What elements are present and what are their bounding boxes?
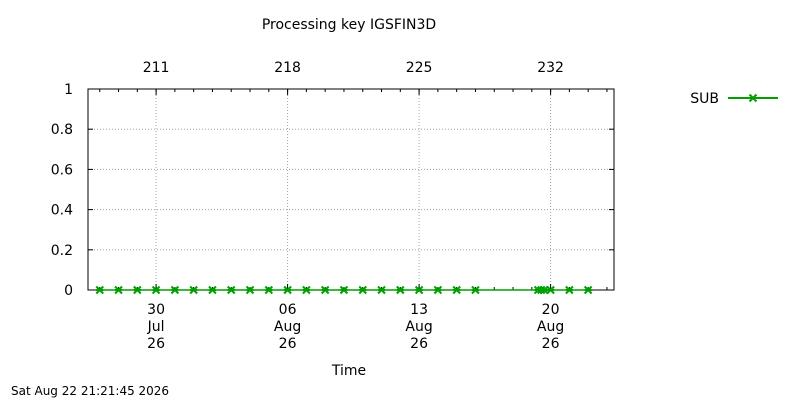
- data-point-marker: [452, 285, 461, 295]
- data-point-marker: [320, 285, 330, 295]
- x-tick-label-day: 06: [279, 302, 297, 318]
- y-tick-label: 0.6: [51, 162, 73, 178]
- axis-tick-labels: 00.20.40.60.8130Jul2606Aug2613Aug2620Aug…: [51, 60, 565, 352]
- x-tick-label-month: Aug: [537, 319, 564, 335]
- x-tick-label-year: 26: [542, 336, 560, 352]
- x2-tick-label: 218: [274, 60, 301, 76]
- y-tick-label: 0: [64, 283, 73, 299]
- footer-timestamp: Sat Aug 22 21:21:45 2026: [11, 384, 169, 398]
- x-tick-label-day: 20: [542, 302, 560, 318]
- data-point-marker: [170, 285, 180, 295]
- y-tick-label: 0.4: [51, 203, 73, 219]
- data-point-marker: [414, 285, 424, 295]
- data-point-marker: [264, 285, 274, 295]
- x2-tick-label: 232: [537, 60, 564, 76]
- data-point-marker: [396, 285, 405, 295]
- x-tick-label-year: 26: [279, 336, 297, 352]
- x-tick-label-month: Aug: [274, 319, 301, 335]
- axis-ticks: [88, 88, 614, 291]
- grid: [88, 89, 614, 290]
- data-point-marker: [339, 285, 349, 295]
- chart-title: Processing key IGSFIN3D: [262, 17, 436, 33]
- data-point-marker: [189, 285, 198, 295]
- legend: SUB: [690, 91, 778, 107]
- data-point-marker: [546, 285, 555, 295]
- x-tick-label-day: 13: [410, 302, 428, 318]
- x-tick-label-day: 30: [147, 302, 165, 318]
- data-point-marker: [302, 285, 311, 295]
- data-point-marker: [95, 285, 104, 295]
- y-tick-label: 0.8: [51, 122, 73, 138]
- x-tick-label-month: Jul: [147, 319, 165, 335]
- data-point-marker: [358, 285, 367, 295]
- data-point-marker: [433, 285, 443, 295]
- x-tick-label-year: 26: [147, 336, 165, 352]
- data-point-marker: [748, 93, 758, 103]
- y-tick-label: 1: [64, 82, 73, 98]
- data-point-marker: [208, 285, 217, 295]
- x2-tick-label: 225: [406, 60, 433, 76]
- data-point-marker: [151, 285, 161, 295]
- data-point-marker: [227, 285, 236, 295]
- data-point-marker: [245, 285, 255, 295]
- data-point-marker: [114, 285, 123, 295]
- plot-frame: [87, 88, 615, 291]
- data-point-marker: [471, 285, 480, 295]
- data-point-marker: [133, 285, 142, 295]
- data-point-marker: [540, 285, 549, 295]
- series-layer: [95, 285, 593, 295]
- x2-tick-label: 211: [143, 60, 170, 76]
- data-point-marker: [377, 285, 386, 295]
- data-point-marker: [565, 285, 574, 295]
- x-tick-label-year: 26: [410, 336, 428, 352]
- x-axis-label: Time: [331, 363, 366, 379]
- data-point-marker: [283, 285, 292, 295]
- legend-label: SUB: [690, 91, 719, 107]
- x-tick-label-month: Aug: [405, 319, 432, 335]
- data-point-marker: [583, 285, 593, 295]
- legend-marker: [748, 93, 758, 103]
- y-tick-label: 0.2: [51, 243, 73, 259]
